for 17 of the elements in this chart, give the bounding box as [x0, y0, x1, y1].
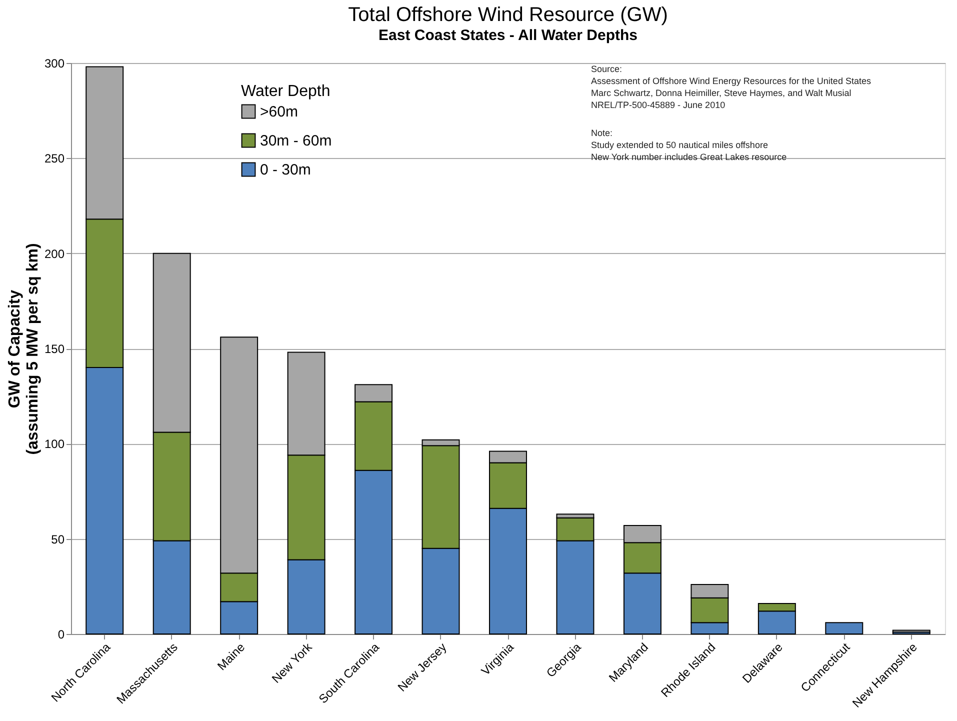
- y-tick-label: 0: [58, 628, 65, 642]
- annotation: Note: Study extended to 50 nautical miles offshore New York number includes Great Lakes resource: [591, 128, 787, 162]
- bar: [825, 622, 864, 634]
- legend-label: 30m - 60m: [260, 132, 332, 150]
- y-tick-label: 300: [44, 56, 65, 70]
- y-tick-label: 250: [44, 152, 65, 166]
- y-tick-label: 200: [44, 246, 65, 261]
- y-tick-label: 50: [51, 532, 65, 546]
- y-tick-label: 150: [44, 342, 65, 356]
- annotation: Source: Assessment of Offshore Wind Energy Resources for the United States Marc Schwartz, Donna Heimiller, Steve Haymes, and Walt Musial NREL/TP-500-45889 - June 2010: [591, 64, 872, 110]
- chart-title: Total Offshore Wind Resource (GW): [348, 4, 668, 26]
- legend-label: >60m: [260, 104, 298, 120]
- chart-subtitle: East Coast States - All Water Depths: [378, 27, 638, 44]
- y-tick-label: 100: [44, 437, 65, 452]
- legend-label: 0 - 30m: [260, 162, 311, 178]
- legend-title: Water Depth: [241, 83, 330, 100]
- y-axis-title: GW of Capacity (assuming 5 MW per sq km): [6, 243, 42, 455]
